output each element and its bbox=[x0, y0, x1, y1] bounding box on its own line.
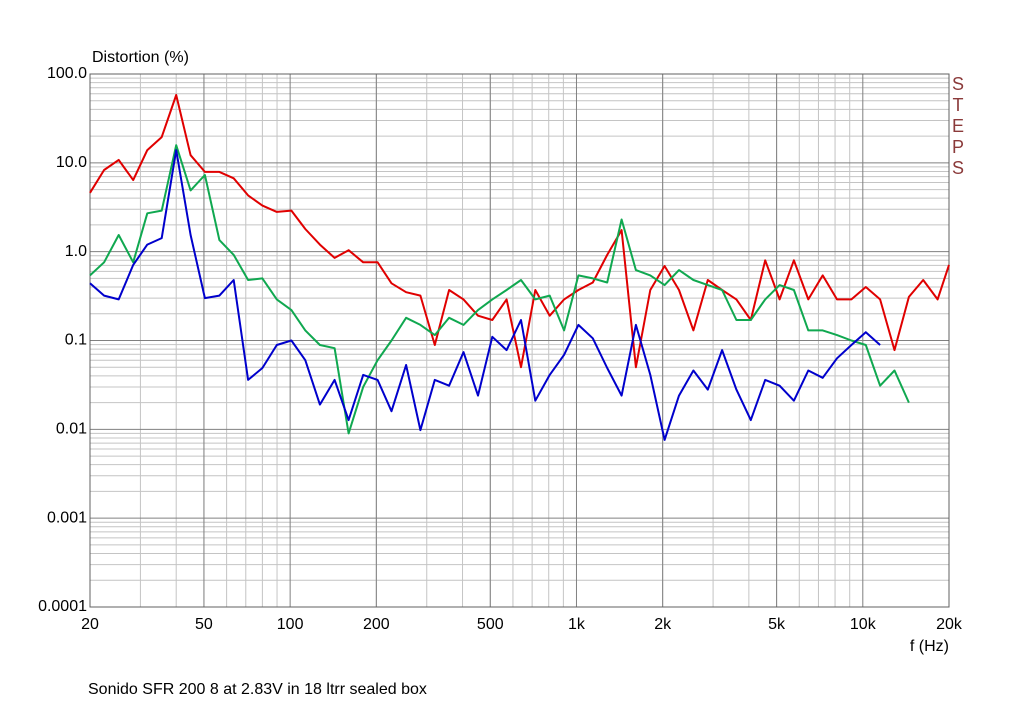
x-tick-label: 10k bbox=[850, 616, 877, 633]
x-tick-label: 500 bbox=[477, 616, 504, 633]
x-tick-label: 200 bbox=[363, 616, 390, 633]
series-line bbox=[89, 94, 950, 369]
y-axis-title: Distortion (%) bbox=[92, 49, 189, 66]
plot-frame bbox=[89, 73, 950, 608]
x-tick-label: 1k bbox=[568, 616, 586, 633]
y-tick-label: 1.0 bbox=[65, 243, 87, 260]
y-tick-label: 100.0 bbox=[47, 65, 87, 82]
y-tick-label: 10.0 bbox=[56, 154, 87, 171]
x-tick-label: 20 bbox=[81, 616, 99, 633]
y-tick-label: 0.001 bbox=[47, 509, 87, 526]
x-tick-label: 20k bbox=[936, 616, 963, 633]
x-tick-label: 50 bbox=[195, 616, 213, 633]
series-line bbox=[89, 149, 881, 441]
x-tick-label: 100 bbox=[277, 616, 304, 633]
x-tick-label: 5k bbox=[768, 616, 786, 633]
y-tick-label: 0.0001 bbox=[38, 598, 87, 615]
caption: Sonido SFR 200 8 at 2.83V in 18 ltrr sea… bbox=[88, 681, 427, 698]
y-tick-label: 0.1 bbox=[65, 332, 87, 349]
series-line bbox=[89, 144, 910, 435]
y-tick-label: 0.01 bbox=[56, 421, 87, 438]
x-axis-title: f (Hz) bbox=[910, 638, 949, 655]
x-tick-label: 2k bbox=[654, 616, 672, 633]
